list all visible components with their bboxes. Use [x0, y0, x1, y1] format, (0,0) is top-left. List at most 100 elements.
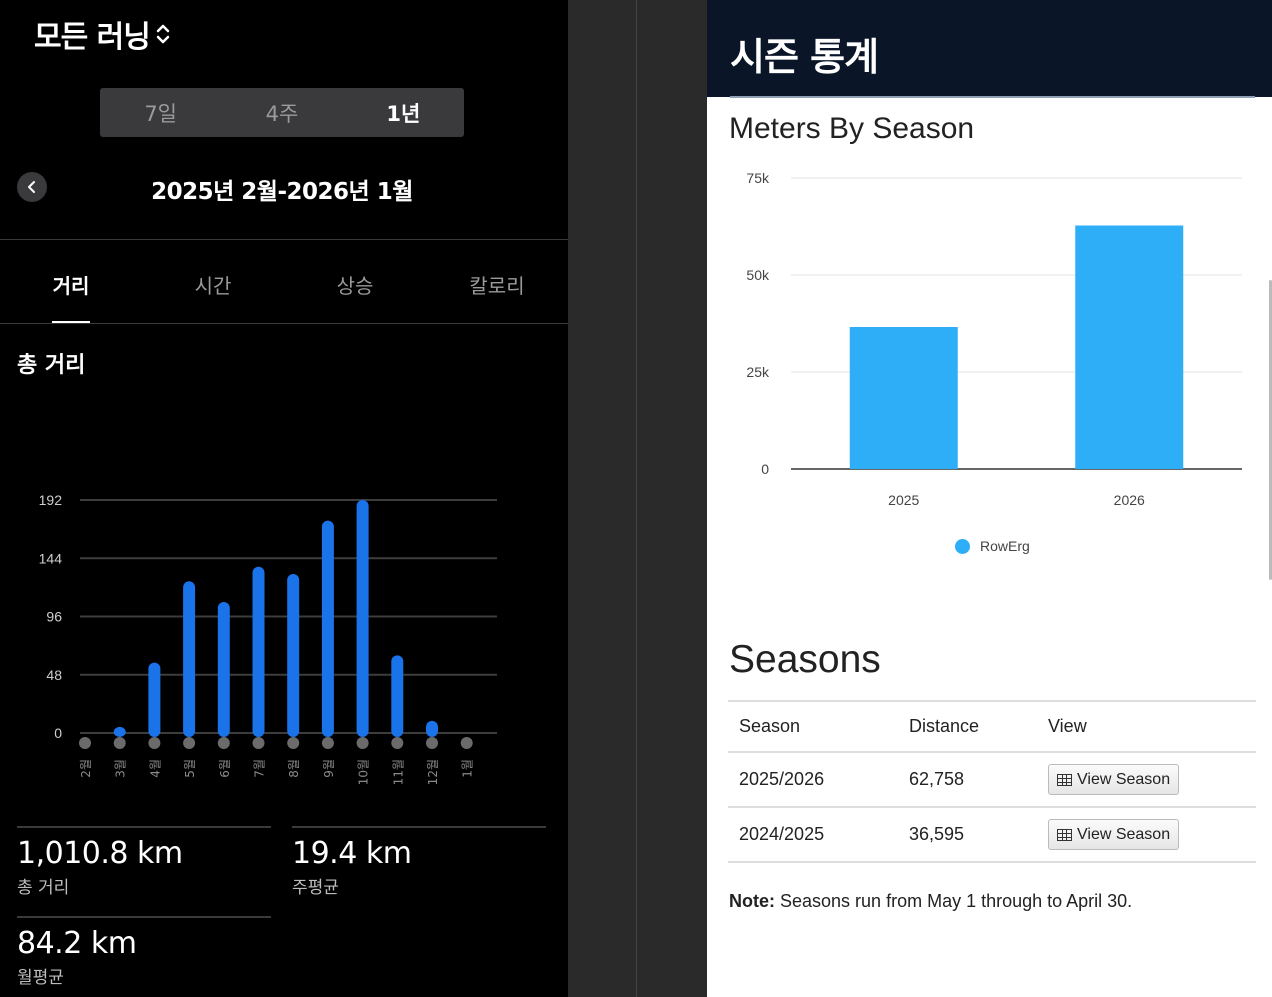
divider [0, 323, 568, 324]
month-marker [252, 737, 265, 749]
note-label: Note: [729, 891, 775, 911]
stat-label: 주평균 [292, 878, 339, 898]
activity-label: 모든 러닝 [34, 20, 151, 55]
view-cell: View Season [1037, 807, 1256, 863]
column-header-season: Season [728, 700, 898, 753]
button-label: View Season [1077, 770, 1171, 788]
tab-distance[interactable]: 거리 [0, 258, 142, 324]
bar [356, 500, 369, 737]
note-text: Seasons run from May 1 through to April … [775, 891, 1133, 911]
metric-title: 총 거리 [17, 353, 86, 378]
month-marker [148, 737, 161, 749]
season-cell: 2025/2026 [728, 752, 898, 808]
bar [1075, 225, 1184, 469]
running-stats-panel: 모든 러닝 7일 4주 1년 2025년 2월-2026년 1월 거리 시간 상… [0, 0, 568, 997]
legend-label: RowErg [980, 538, 1030, 554]
x-tick-label: 11월 [391, 759, 405, 785]
x-tick-label: 10월 [357, 759, 371, 785]
month-marker [356, 737, 369, 749]
stat-value: 84.2 km [17, 926, 137, 961]
tab-elevation[interactable]: 상승 [336, 274, 374, 298]
window-gap [568, 0, 707, 997]
x-tick-label: 4월 [148, 759, 162, 778]
tab-time[interactable]: 시간 [194, 274, 232, 298]
y-tick-label: 192 [39, 492, 63, 508]
chart-title: Meters By Season [729, 112, 975, 145]
x-tick-label: 3월 [114, 759, 128, 778]
bar [148, 662, 161, 737]
table-row: 2024/2025 36,595 View Season [728, 807, 1256, 863]
x-tick-label: 2025 [888, 492, 919, 508]
bar [252, 566, 265, 737]
seasons-table: Season Distance View 2025/2026 62,758 Vi… [728, 700, 1256, 863]
monthly-distance-chart: 192 144 96 48 0 2월 3월 4월 5월 6월 7월 8월 9월 10월 11월 12월 1월 [39, 492, 497, 785]
bar [287, 574, 300, 737]
date-range-label: 2025년 2월-2026년 1월 [151, 179, 413, 205]
distance-cell: 36,595 [898, 807, 1037, 863]
x-tick-label: 1월 [461, 759, 475, 778]
divider [17, 916, 271, 918]
stat-monthly-average: 84.2 km 월평균 [17, 926, 137, 988]
meters-by-season-chart: 75k 50k 25k 0 2025 2026 [746, 170, 1242, 508]
table-row: 2025/2026 62,758 View Season [728, 752, 1256, 808]
month-marker [321, 737, 334, 749]
y-tick-label: 25k [746, 364, 770, 380]
season-cell: 2024/2025 [728, 807, 898, 863]
x-tick-label: 6월 [218, 759, 232, 778]
header-bar: 시즌 통계 [707, 0, 1272, 97]
divider [636, 0, 637, 997]
scrollbar[interactable] [1269, 280, 1272, 580]
bar [391, 655, 404, 737]
button-label: View Season [1077, 825, 1171, 843]
period-4-weeks[interactable]: 4주 [265, 101, 299, 126]
bar [849, 327, 958, 469]
bar [217, 601, 230, 737]
divider [17, 826, 271, 828]
x-tick-label: 9월 [322, 759, 336, 778]
period-1-year[interactable]: 1년 [386, 101, 421, 126]
y-tick-label: 0 [54, 725, 62, 741]
view-season-button[interactable]: View Season [1048, 764, 1180, 795]
x-tick-label: 7월 [253, 759, 267, 778]
y-tick-label: 48 [46, 667, 62, 683]
y-tick-label: 0 [761, 461, 769, 477]
footnote: Note: Seasons run from May 1 through to … [729, 891, 1132, 912]
month-marker [287, 737, 300, 749]
stat-value: 19.4 km [292, 836, 412, 871]
period-segmented-control: 7일 4주 1년 [100, 88, 464, 137]
month-marker [426, 737, 438, 749]
x-tick-label: 12월 [426, 759, 440, 785]
column-header-distance: Distance [898, 700, 1037, 753]
x-tick-label: 8월 [287, 759, 301, 778]
sort-chevrons-icon [156, 24, 170, 44]
x-tick-label: 2026 [1114, 492, 1145, 508]
y-tick-label: 50k [746, 267, 770, 283]
previous-range-button[interactable] [17, 172, 47, 202]
bar [113, 726, 126, 737]
month-marker [79, 737, 91, 749]
chart-legend[interactable]: RowErg [955, 538, 1030, 554]
month-marker [391, 737, 404, 749]
distance-cell: 62,758 [898, 752, 1037, 808]
section-title: Seasons [729, 638, 881, 681]
stat-value: 1,010.8 km [17, 836, 183, 871]
month-marker [183, 737, 196, 749]
stat-total-distance: 1,010.8 km 총 거리 [17, 836, 183, 898]
bar [183, 581, 196, 737]
period-7-days[interactable]: 7일 [144, 101, 177, 126]
table-grid-icon [1057, 828, 1072, 841]
stat-weekly-average: 19.4 km 주평균 [292, 836, 412, 898]
metric-tabs: 거리 시간 상승 칼로리 [0, 258, 568, 324]
column-header-view: View [1037, 700, 1256, 753]
x-tick-label: 5월 [183, 759, 197, 778]
view-season-button[interactable]: View Season [1048, 819, 1180, 850]
tab-calories[interactable]: 칼로리 [469, 274, 525, 298]
stat-label: 총 거리 [17, 878, 70, 898]
y-tick-label: 75k [746, 170, 770, 186]
table-header-row: Season Distance View [728, 700, 1256, 753]
activity-selector[interactable]: 모든 러닝 [34, 12, 172, 56]
page-title: 시즌 통계 [730, 35, 879, 79]
month-marker [217, 737, 230, 749]
x-tick-label: 2월 [79, 759, 93, 778]
divider [0, 239, 568, 240]
